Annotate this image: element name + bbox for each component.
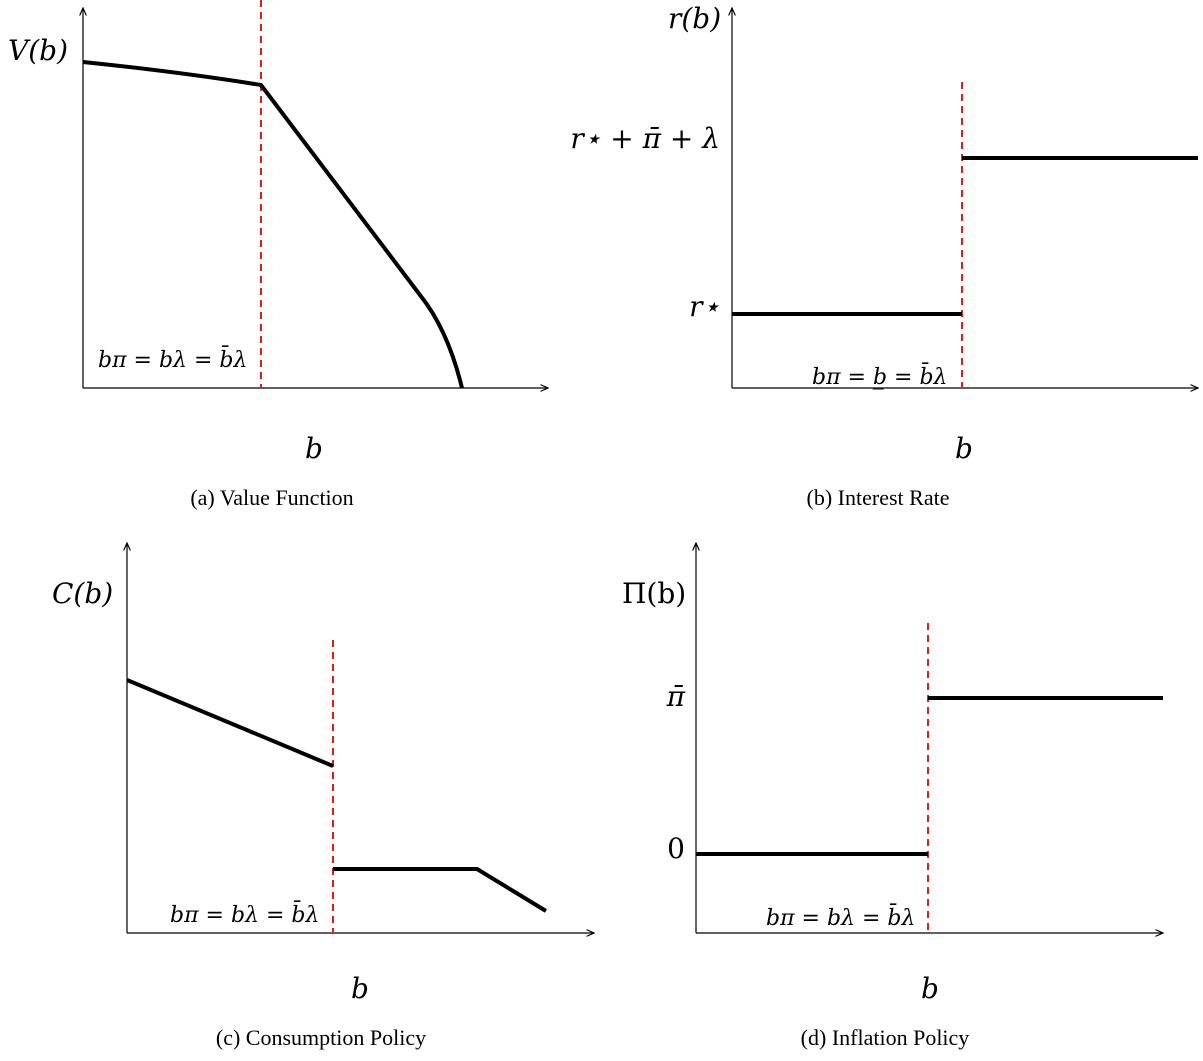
y-axis-label: C(b) [52, 577, 113, 610]
low-level-label: r⋆ [689, 290, 720, 323]
panel-consumption-policy: C(b) bπ = bλ = b̄λ b (c) Consumption Pol… [52, 543, 594, 1050]
panel-caption: (b) Interest Rate [807, 485, 950, 510]
threshold-label: bπ = bλ = b̄λ [766, 903, 915, 931]
panel-caption: (a) Value Function [190, 485, 353, 510]
y-axis-label: r(b) [668, 2, 721, 35]
x-axis-label: b [921, 972, 939, 1005]
threshold-label: bπ = bλ = b̄λ [98, 345, 247, 373]
x-axis-label: b [305, 432, 323, 465]
value-function-curve [82, 60, 464, 389]
threshold-label: bπ = b̲ = b̄λ [812, 362, 948, 390]
high-level-label: π̄ [666, 680, 686, 713]
high-level-label: r⋆ + π̄ + λ [570, 122, 720, 155]
panel-inflation-policy: Π(b) π̄ 0 bπ = bλ = b̄λ b (d) Inflation … [622, 543, 1163, 1050]
panel-value-function: V(b) bπ = bλ = b̄λ b (a) Value Function [8, 0, 548, 510]
low-level-label: 0 [667, 832, 685, 865]
threshold-label: bπ = bλ = b̄λ [170, 900, 319, 928]
y-axis-label: Π(b) [622, 577, 686, 610]
panel-interest-rate: r(b) r⋆ + π̄ + λ r⋆ bπ = b̲ = b̄λ b (b) … [570, 2, 1198, 510]
panel-caption: (d) Inflation Policy [801, 1025, 970, 1050]
consumption-upper-segment [126, 678, 334, 768]
panel-caption: (c) Consumption Policy [216, 1025, 426, 1050]
y-axis-label: V(b) [8, 34, 68, 67]
x-axis-label: b [955, 432, 973, 465]
x-axis-label: b [351, 972, 369, 1005]
consumption-lower-segment [333, 867, 548, 913]
